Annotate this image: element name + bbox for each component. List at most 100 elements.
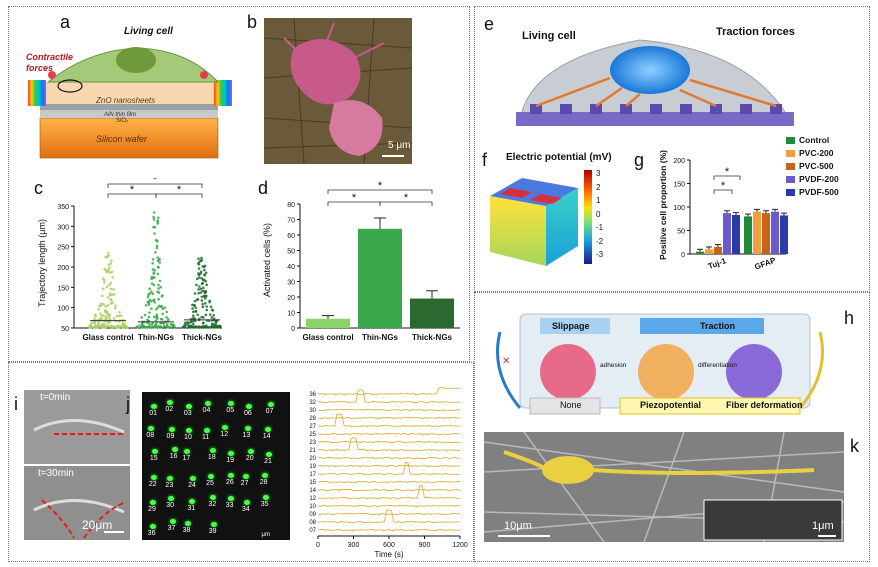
panel-j-traces: 36 32 30 28 27 25 23 21 20 19 17 15 14 12 10 09 08 07 0 300…	[309, 386, 468, 559]
scatter-point	[114, 304, 117, 307]
significance-star: *	[177, 184, 182, 196]
scatter-point	[191, 319, 195, 323]
panel-k-scale-main: 10μm	[504, 520, 532, 532]
significance-bracket	[713, 189, 733, 194]
cell-label: 20	[245, 455, 254, 463]
bar	[705, 249, 713, 254]
panel-g-legend: Control PVC-200 PVC-500 PVDF-200 PVDF-50…	[786, 134, 839, 199]
scatter-point	[196, 313, 200, 317]
cell-label: 19	[226, 456, 235, 464]
cell-marker	[243, 499, 250, 505]
scatter-point	[152, 271, 156, 274]
scatter-point	[117, 314, 121, 318]
y-tick-label: 30	[287, 280, 295, 287]
scatter-point	[100, 323, 104, 327]
significance-star: *	[352, 192, 357, 204]
cell-label: 27	[240, 480, 249, 487]
cell-marker	[190, 475, 197, 481]
trace-label: 36	[309, 392, 316, 398]
x-category-label: Thin-NGs	[362, 333, 399, 342]
cell-label: 38	[182, 526, 191, 534]
panel-h-piezopotential: Piezopotential	[640, 400, 702, 410]
scatter-point	[203, 273, 206, 277]
y-tick-label: 70	[287, 218, 295, 225]
scatter-point	[87, 325, 90, 329]
bar	[753, 211, 761, 254]
cell-marker	[185, 403, 192, 409]
scatter-point	[204, 289, 207, 293]
scatter-point	[106, 313, 109, 316]
trace-label: 14	[309, 488, 316, 494]
scatter-point	[197, 257, 200, 261]
panel-j-calcium-image: 01 02 03 04 05 06 07 08 09 10 11 12 13 14 15 16 17 18 19 20…	[142, 392, 290, 540]
colorbar-tick: 1	[596, 196, 601, 205]
panel-k-sem-image	[484, 432, 844, 542]
cell-marker	[210, 495, 217, 501]
significance-bracket	[713, 175, 741, 180]
scatter-point	[203, 296, 207, 300]
y-tick-label: 40	[287, 264, 295, 271]
scatter-point	[200, 299, 204, 302]
panel-h-slippage: Slippage	[552, 321, 590, 331]
scatter-point	[109, 287, 113, 291]
panel-e-illustration	[516, 39, 794, 126]
panel-a-aln: AlN thin film	[104, 112, 137, 118]
legend-swatch	[786, 189, 795, 197]
trace-label: 15	[309, 480, 316, 486]
scatter-point	[183, 325, 187, 329]
scatter-point	[202, 278, 206, 282]
scatter-point	[158, 261, 161, 264]
x-category-label: Thick-NGs	[182, 333, 223, 342]
scatter-point	[118, 310, 121, 314]
panel-label-f: f	[482, 150, 488, 170]
scatter-point	[106, 295, 110, 299]
trace-label: 30	[309, 408, 316, 414]
cell-label: 32	[208, 501, 217, 509]
cell-label: 29	[148, 506, 156, 514]
scatter-point	[195, 298, 199, 302]
scatter-point	[212, 323, 216, 326]
trace-label: 20	[309, 456, 316, 462]
bar	[410, 298, 454, 328]
bar	[744, 216, 752, 254]
scatter-point	[121, 322, 125, 325]
scatter-point	[154, 251, 157, 254]
scatter-point	[147, 325, 150, 329]
calcium-trace	[317, 512, 461, 516]
scatter-point	[155, 239, 159, 243]
scatter-point	[197, 291, 200, 295]
scatter-point	[107, 254, 111, 257]
scatter-point	[110, 259, 113, 262]
scatter-point	[201, 302, 205, 306]
cell-label: 36	[147, 530, 156, 537]
cell-label: 22	[148, 481, 157, 489]
panel-box-ad	[8, 6, 470, 362]
scatter-point	[208, 300, 211, 304]
scatter-point	[201, 305, 205, 309]
scatter-point	[156, 216, 160, 219]
cell-marker	[184, 449, 191, 455]
panel-i-t30: t=30min	[38, 468, 74, 479]
y-tick-label: 200	[673, 158, 685, 165]
y-tick-label: 200	[57, 265, 69, 272]
x-tick-label: 600	[383, 542, 395, 549]
scatter-point	[207, 325, 211, 329]
significance-star: *	[721, 180, 726, 192]
cell-marker	[245, 404, 252, 410]
bar	[358, 228, 402, 328]
cell-marker	[168, 496, 175, 502]
cell-marker	[186, 427, 193, 433]
scatter-point	[106, 304, 110, 307]
cell-marker	[228, 450, 235, 456]
scatter-point	[181, 325, 185, 329]
scatter-point	[185, 323, 189, 326]
trace-label: 28	[309, 416, 316, 422]
scatter-point	[214, 325, 218, 329]
cell-label: 07	[265, 408, 274, 416]
scatter-point	[191, 303, 194, 307]
cell-label: 03	[183, 409, 192, 417]
scatter-point	[169, 323, 173, 326]
cell-marker	[184, 520, 191, 526]
scatter-point	[154, 324, 157, 328]
scatter-point	[147, 303, 151, 307]
